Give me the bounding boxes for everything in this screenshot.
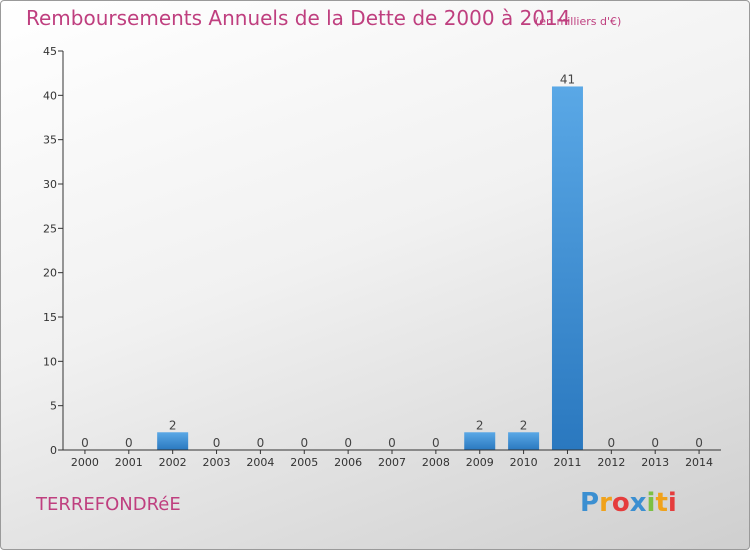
data-label: 0: [213, 436, 221, 450]
logo-letter: i: [667, 488, 677, 518]
x-tick-label: 2012: [597, 456, 625, 469]
x-tick-label: 2004: [246, 456, 274, 469]
data-label: 2: [169, 418, 177, 432]
y-tick-label: 45: [43, 45, 57, 58]
x-tick-label: 2008: [422, 456, 450, 469]
logo-letter: x: [629, 488, 647, 518]
logo-letter: t: [655, 488, 668, 518]
y-tick-label: 35: [43, 134, 57, 147]
data-label: 0: [432, 436, 440, 450]
chart-unit-note: (en milliers d'€): [535, 15, 622, 28]
y-tick-label: 5: [50, 400, 57, 413]
town-name: TERREFONDRéE: [36, 494, 181, 515]
data-label: 0: [344, 436, 352, 450]
y-tick-label: 30: [43, 178, 57, 191]
x-tick-label: 2009: [466, 456, 494, 469]
logo-letter: P: [580, 488, 600, 518]
data-label: 0: [695, 436, 703, 450]
y-tick-label: 15: [43, 311, 57, 324]
bar: [464, 432, 496, 450]
x-tick-label: 2005: [290, 456, 318, 469]
data-label: 0: [300, 436, 308, 450]
y-tick-label: 0: [50, 444, 57, 457]
data-label: 0: [257, 436, 265, 450]
y-tick-label: 10: [43, 355, 57, 368]
data-label: 2: [476, 418, 484, 432]
x-tick-label: 2003: [203, 456, 231, 469]
data-label: 0: [81, 436, 89, 450]
x-tick-label: 2010: [510, 456, 538, 469]
y-tick-label: 40: [43, 89, 57, 102]
logo-letter: r: [599, 488, 612, 518]
x-tick-label: 2014: [685, 456, 713, 469]
logo-letter: o: [611, 488, 630, 518]
x-tick-label: 2002: [159, 456, 187, 469]
data-label: 2: [520, 418, 528, 432]
x-tick-label: 2001: [115, 456, 143, 469]
data-label: 0: [651, 436, 659, 450]
proxiti-logo: Proxiti: [580, 488, 677, 518]
data-label: 0: [125, 436, 133, 450]
data-label: 0: [608, 436, 616, 450]
x-tick-label: 2000: [71, 456, 99, 469]
y-tick-label: 20: [43, 267, 57, 280]
x-tick-label: 2013: [641, 456, 669, 469]
bar: [157, 432, 189, 450]
data-label: 41: [560, 72, 575, 86]
bar: [551, 86, 583, 450]
x-tick-label: 2006: [334, 456, 362, 469]
y-tick-label: 25: [43, 222, 57, 235]
bar: [508, 432, 540, 450]
data-label: 0: [388, 436, 396, 450]
logo-letter: i: [646, 488, 656, 518]
chart-title: Remboursements Annuels de la Dette de 20…: [26, 6, 571, 30]
x-tick-label: 2011: [553, 456, 581, 469]
x-tick-label: 2007: [378, 456, 406, 469]
